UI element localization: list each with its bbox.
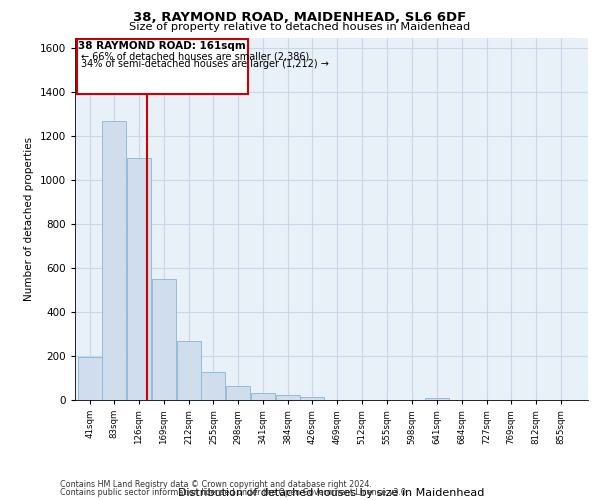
Y-axis label: Number of detached properties: Number of detached properties (24, 136, 34, 301)
Bar (226, 386, 250, 400)
Text: Size of property relative to detached houses in Maidenhead: Size of property relative to detached ho… (130, 22, 470, 32)
Bar (202, 372, 226, 400)
Text: 38, RAYMOND ROAD, MAIDENHEAD, SL6 6DF: 38, RAYMOND ROAD, MAIDENHEAD, SL6 6DF (133, 11, 467, 24)
Text: ← 66% of detached houses are smaller (2,386): ← 66% of detached houses are smaller (2,… (80, 52, 309, 62)
Bar (301, 397, 325, 400)
Bar (425, 398, 449, 400)
Bar (127, 158, 151, 400)
Text: Contains public sector information licensed under the Open Government Licence v3: Contains public sector information licen… (60, 488, 409, 497)
Bar (251, 393, 275, 400)
Bar (276, 394, 300, 400)
Bar (176, 340, 200, 400)
Bar (77, 38, 248, 94)
X-axis label: Distribution of detached houses by size in Maidenhead: Distribution of detached houses by size … (178, 488, 485, 498)
Text: 34% of semi-detached houses are larger (1,212) →: 34% of semi-detached houses are larger (… (80, 60, 328, 70)
Text: Contains HM Land Registry data © Crown copyright and database right 2024.: Contains HM Land Registry data © Crown c… (60, 480, 372, 489)
Bar (102, 121, 126, 400)
Text: 38 RAYMOND ROAD: 161sqm: 38 RAYMOND ROAD: 161sqm (79, 41, 246, 51)
Bar (77, 357, 101, 400)
Bar (152, 278, 176, 400)
